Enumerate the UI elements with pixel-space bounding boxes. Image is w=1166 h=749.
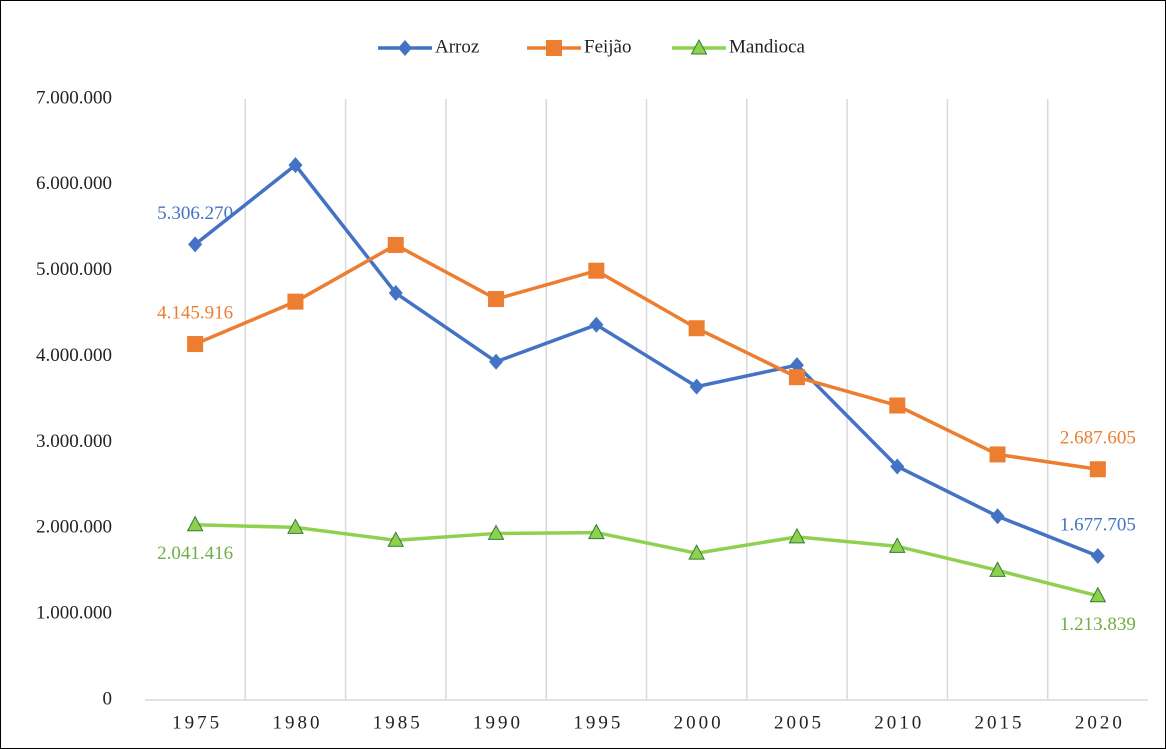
data-point xyxy=(187,336,204,353)
x-tick-label: 1985 xyxy=(373,712,423,733)
data-point xyxy=(789,357,804,374)
data-label: 4.145.916 xyxy=(157,302,233,323)
x-tick-label: 1995 xyxy=(573,712,623,733)
data-point xyxy=(589,316,604,333)
x-tick-label: 2010 xyxy=(874,712,924,733)
legend-label: Arroz xyxy=(435,36,479,57)
series-line xyxy=(194,242,1099,471)
data-label: 5.306.270 xyxy=(157,203,233,224)
data-point xyxy=(489,353,504,370)
data-point xyxy=(1089,586,1107,603)
data-point xyxy=(788,369,805,386)
x-tick-label: 2020 xyxy=(1075,712,1125,733)
data-point xyxy=(688,320,705,337)
y-tick-label: 0 xyxy=(103,688,113,709)
data-point xyxy=(888,537,906,553)
x-tick-label: 1975 xyxy=(172,712,222,733)
x-tick-label: 2015 xyxy=(975,712,1025,733)
legend-marker xyxy=(546,40,562,56)
data-label: 1.213.839 xyxy=(1060,614,1136,635)
series-line xyxy=(194,162,1099,558)
data-point xyxy=(689,378,704,395)
data-point xyxy=(1090,547,1105,564)
data-point xyxy=(186,515,204,532)
y-tick-label: 1.000.000 xyxy=(36,603,112,624)
data-point xyxy=(388,285,403,302)
data-label: 2.687.605 xyxy=(1060,428,1136,449)
legend-marker xyxy=(398,40,412,56)
data-point xyxy=(188,236,203,253)
data-point xyxy=(287,293,304,310)
y-tick-label: 7.000.000 xyxy=(36,87,112,108)
data-point xyxy=(387,531,405,547)
data-point xyxy=(287,518,304,534)
x-tick-label: 2000 xyxy=(674,712,724,733)
data-point xyxy=(588,262,605,279)
data-label: 1.677.705 xyxy=(1060,514,1136,535)
data-point xyxy=(890,458,905,475)
data-point xyxy=(1089,461,1106,478)
data-point xyxy=(989,446,1006,463)
y-tick-label: 2.000.000 xyxy=(36,517,112,538)
y-tick-label: 5.000.000 xyxy=(36,259,112,280)
x-tick-label: 1980 xyxy=(272,712,322,733)
data-point xyxy=(588,523,605,540)
legend-label: Mandioca xyxy=(729,36,806,57)
x-tick-label: 2005 xyxy=(774,712,824,733)
y-tick-label: 6.000.000 xyxy=(36,173,112,194)
y-tick-label: 3.000.000 xyxy=(36,431,112,452)
data-point xyxy=(288,157,303,174)
data-point xyxy=(487,524,505,540)
data-point xyxy=(488,291,505,308)
data-point xyxy=(387,236,404,253)
data-point xyxy=(989,561,1006,577)
legend-marker xyxy=(690,38,708,55)
data-point xyxy=(688,544,705,560)
data-label: 2.041.416 xyxy=(157,543,233,564)
series-line xyxy=(195,522,1099,598)
data-point xyxy=(889,397,906,414)
x-tick-label: 1990 xyxy=(473,712,523,733)
data-point xyxy=(990,508,1005,525)
legend-label: Feijão xyxy=(584,36,632,57)
data-point xyxy=(788,527,806,544)
y-tick-label: 4.000.000 xyxy=(36,345,112,366)
